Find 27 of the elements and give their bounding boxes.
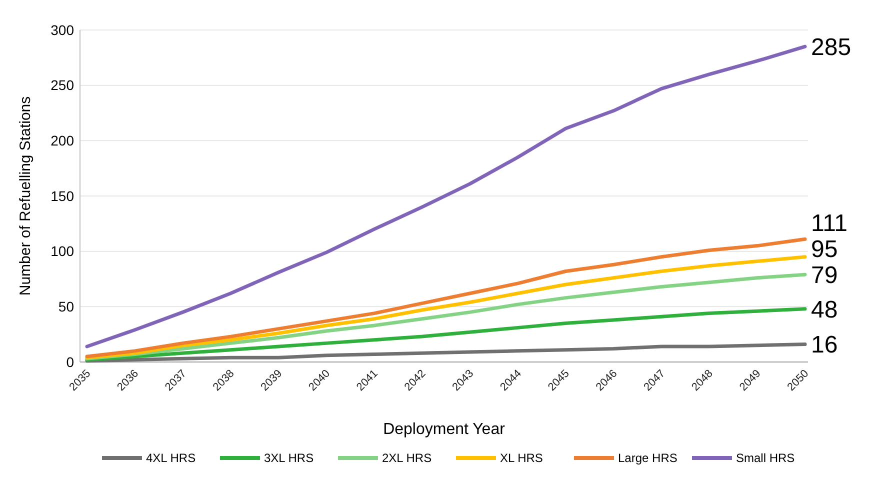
x-axis-title: Deployment Year bbox=[383, 421, 506, 438]
line-series bbox=[85, 342, 807, 363]
line-series bbox=[85, 255, 807, 360]
data-label: 16 bbox=[811, 332, 838, 359]
legend-label: Large HRS bbox=[618, 451, 678, 466]
legend-label: 4XL HRS bbox=[146, 451, 196, 466]
y-tick-label: 0 bbox=[66, 354, 74, 370]
y-tick-label: 50 bbox=[58, 298, 74, 315]
data-label: 111 bbox=[811, 210, 848, 237]
line-series bbox=[85, 44, 807, 348]
legend-label: 3XL HRS bbox=[264, 451, 314, 466]
data-label: 285 bbox=[811, 34, 852, 61]
y-tick-label: 250 bbox=[50, 77, 74, 94]
line-series bbox=[85, 307, 807, 362]
legend-label: 2XL HRS bbox=[382, 451, 432, 466]
legend-label: XL HRS bbox=[500, 451, 543, 466]
y-tick-label: 150 bbox=[50, 188, 74, 204]
line-series bbox=[85, 272, 807, 360]
y-tick-label: 100 bbox=[50, 243, 74, 260]
y-axis-title: Number of Refuelling Stations bbox=[17, 96, 34, 296]
line-series bbox=[85, 237, 807, 358]
legend-label: Small HRS bbox=[736, 451, 795, 466]
data-label: 48 bbox=[811, 296, 838, 324]
data-label: 95 bbox=[811, 236, 838, 263]
y-tick-label: 300 bbox=[50, 22, 74, 38]
y-tick-label: 200 bbox=[50, 132, 74, 149]
data-label: 79 bbox=[811, 262, 838, 289]
